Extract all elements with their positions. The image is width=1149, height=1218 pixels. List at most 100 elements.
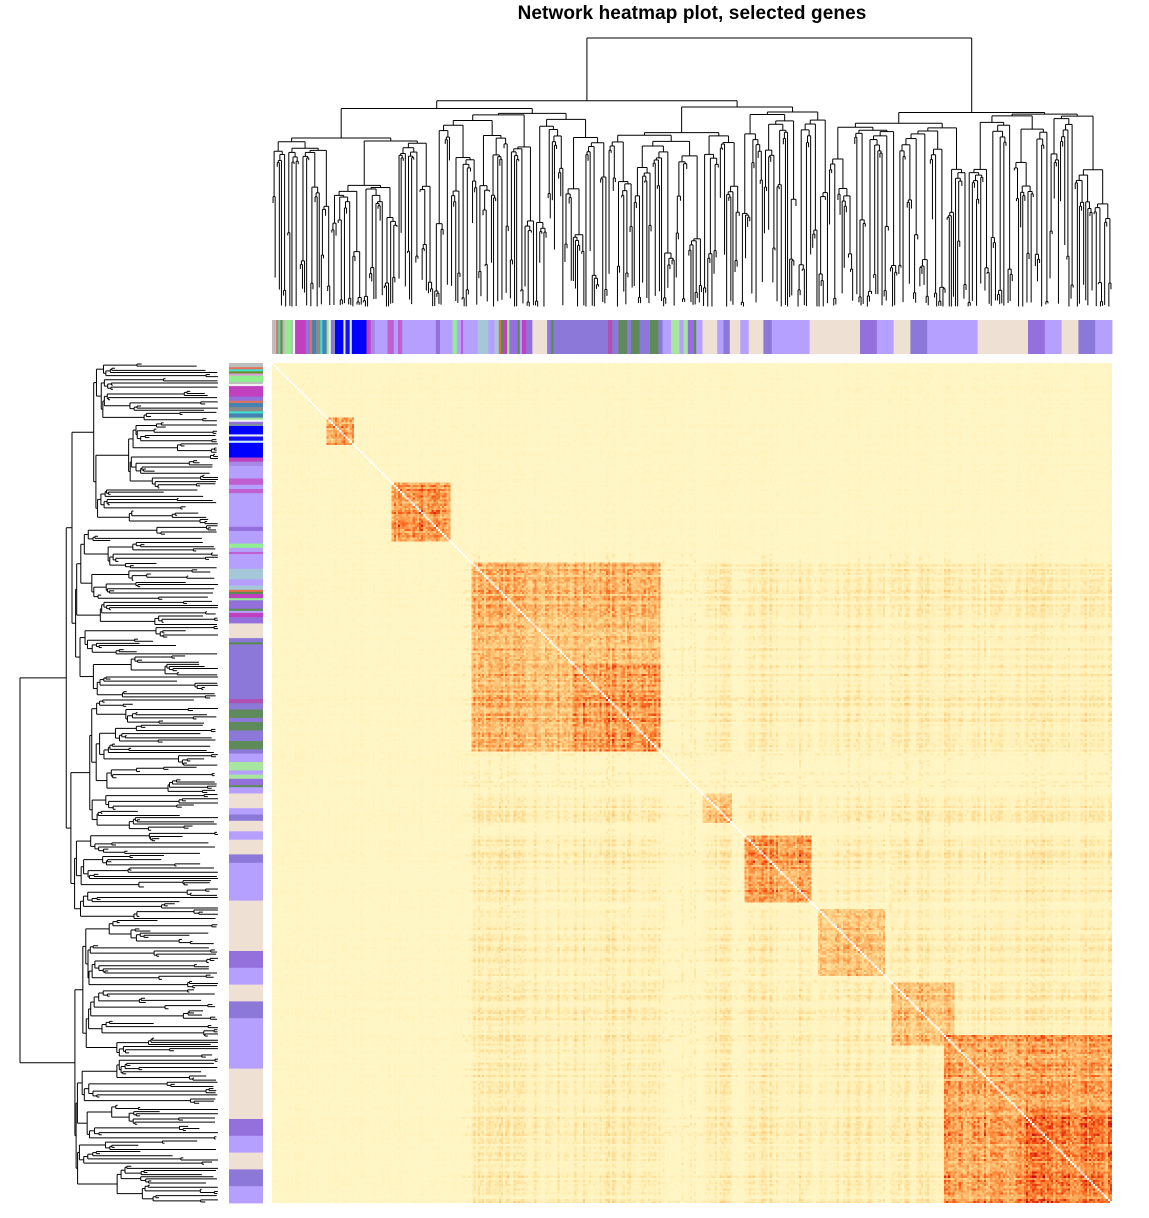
column-module-cell [1078,320,1081,354]
row-module-cell [229,379,263,383]
column-module-cell [956,320,960,354]
row-module-cell [229,480,263,484]
row-module-cell [229,720,263,723]
row-module-cell [229,892,263,895]
row-module-cell [229,474,263,477]
row-module-cell [229,980,263,983]
column-module-cell [576,320,579,354]
row-module-cell [229,512,263,515]
column-module-cell [641,320,645,354]
column-module-cell [822,320,825,354]
column-module-cell [444,320,447,354]
column-module-cell [545,320,548,354]
row-module-cell [229,701,263,704]
row-module-cell [229,413,263,416]
row-module-cell [229,755,263,759]
row-module-cell [229,808,263,811]
row-module-cell [229,749,263,752]
column-module-cell [813,320,817,354]
column-module-cell [799,320,802,354]
row-module-cell [229,402,263,406]
column-module-cell [792,320,796,354]
column-module-cell [923,320,926,354]
column-module-cell [857,320,861,354]
column-module-cell [790,320,794,354]
row-module-cell [229,1058,263,1061]
row-module-cell [229,537,263,540]
row-module-cell [229,734,263,738]
row-module-cell [229,848,263,851]
column-module-cell [563,320,567,354]
column-module-cell [332,320,336,354]
row-module-cell [229,394,263,397]
row-module-cell [229,904,263,908]
row-module-cell [229,417,263,421]
row-module-cell [229,787,263,790]
row-module-cell [229,373,263,376]
column-module-cell [1028,320,1031,354]
column-module-cell [425,320,428,354]
row-module-cell [229,919,263,922]
row-module-cell [229,877,263,880]
column-module-cell [673,320,676,354]
column-module-cell [587,320,590,354]
column-module-cell [836,320,840,354]
row-module-cell [229,713,263,717]
row-module-cell [229,436,263,439]
row-module-cell [229,447,263,450]
column-module-cell [290,320,294,354]
row-module-cell [229,533,263,536]
row-module-cell [229,405,263,408]
column-module-cell [513,320,516,354]
column-module-cell [912,320,915,354]
row-module-cell [229,1142,263,1145]
column-module-cell [507,320,510,354]
row-module-cell [229,1131,263,1135]
row-module-cell [229,1165,263,1168]
row-module-cell [229,843,263,847]
row-module-cell [229,795,263,799]
column-module-cell [685,320,689,354]
row-module-cell [229,1070,263,1074]
row-module-cell [229,388,263,391]
row-module-cell [229,526,263,530]
column-module-cell [908,320,911,354]
column-module-cell [309,320,313,354]
row-module-cell [229,558,263,561]
column-module-cell [1000,320,1004,354]
row-module-cell [229,745,263,748]
column-module-cell [316,320,319,354]
column-module-cell [744,320,747,354]
row-module-cell [229,793,263,796]
row-module-cell [229,667,263,670]
column-module-cell [465,320,468,354]
column-module-cell [849,320,852,354]
column-module-cell [603,320,607,354]
row-module-cell [229,482,263,486]
column-module-cell [946,320,949,354]
row-module-cell [229,636,263,639]
row-module-cell [229,835,263,838]
column-module-cell [864,320,867,354]
row-module-cell [229,741,263,744]
row-module-cell [229,617,263,620]
row-module-cell [229,953,263,956]
row-module-cell [229,709,263,712]
row-module-cell [229,804,263,807]
column-module-cell [521,320,525,354]
column-module-cell [482,320,485,354]
column-module-cell [368,320,372,354]
column-module-cell [937,320,941,354]
column-module-cell [1030,320,1033,354]
column-module-cell [969,320,972,354]
row-module-cell [229,833,263,836]
row-module-cell [229,1104,263,1107]
row-module-cell [229,654,263,658]
column-module-cell [931,320,934,354]
row-module-cell [229,812,263,815]
column-module-cell [702,320,705,354]
column-module-cell [452,320,456,354]
row-module-cell [229,661,263,664]
column-module-cell [883,320,886,354]
column-module-cell [725,320,729,354]
